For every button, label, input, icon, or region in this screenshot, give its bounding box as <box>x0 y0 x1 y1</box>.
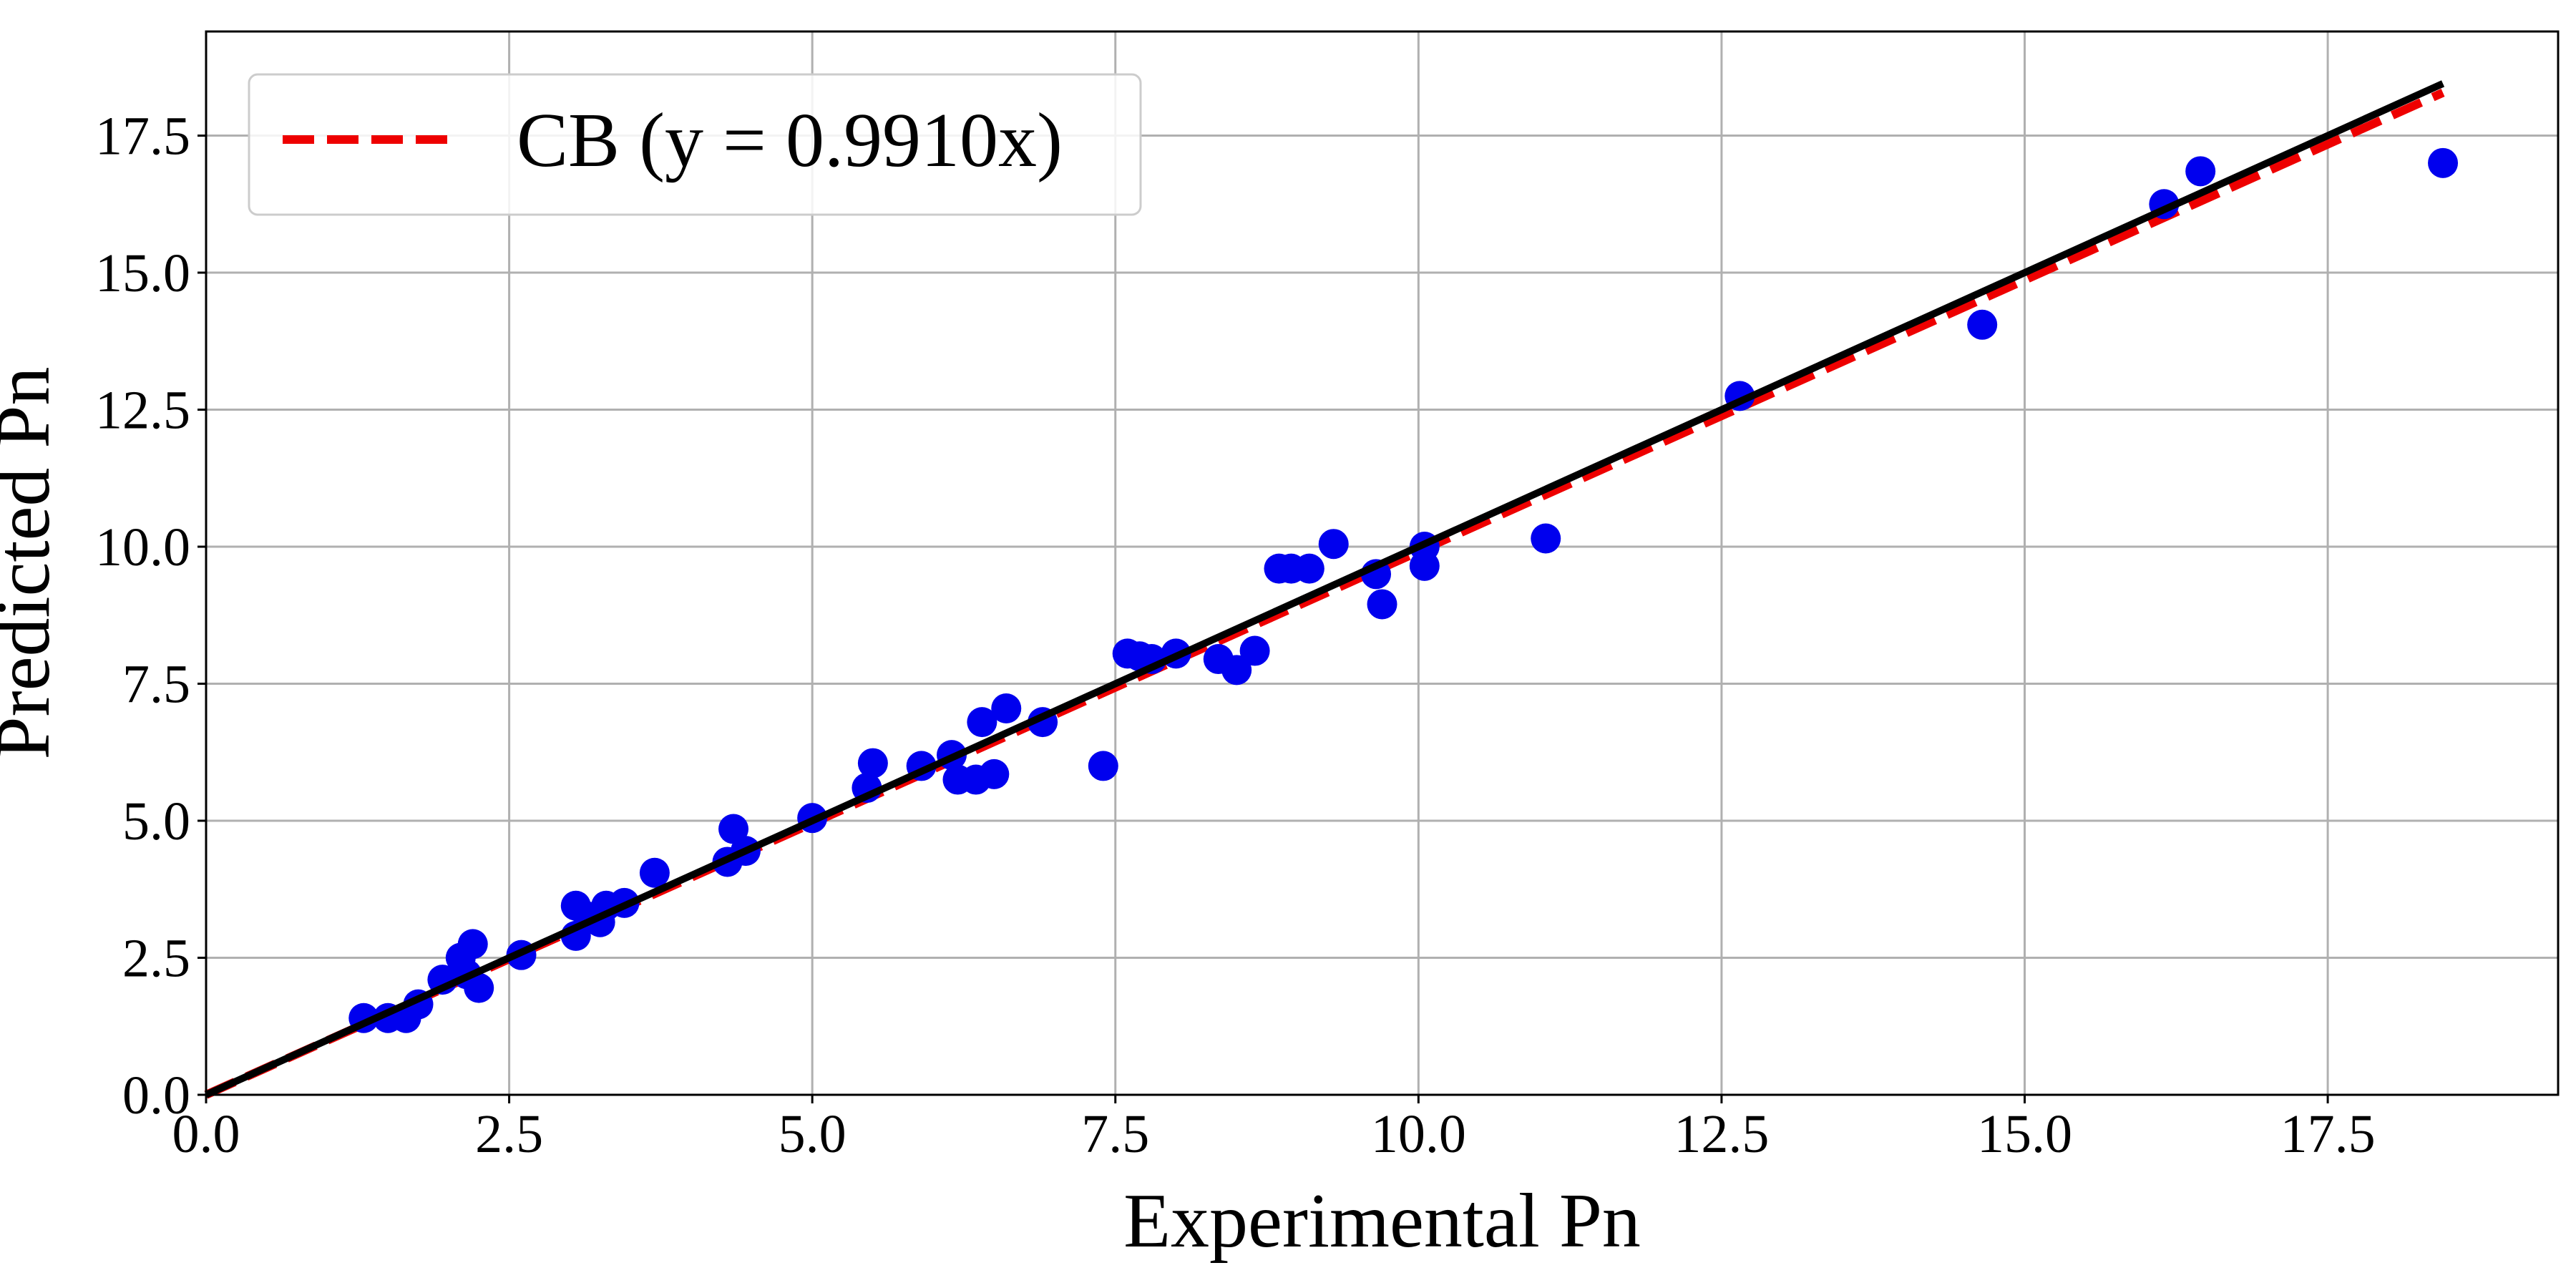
data-point-7 <box>457 929 488 960</box>
data-point-52 <box>2428 147 2459 178</box>
data-point-38 <box>1239 635 1270 666</box>
data-point-8 <box>464 972 494 1003</box>
data-point-41 <box>1294 553 1324 584</box>
legend-box <box>248 73 1142 216</box>
y-tick-label-0: 0.0 <box>122 1065 190 1126</box>
y-tick-label-1: 2.5 <box>122 929 190 989</box>
x-tick-label-7: 17.5 <box>2280 1104 2376 1164</box>
y-tick-label-4: 10.0 <box>95 517 190 577</box>
data-point-44 <box>1367 589 1397 620</box>
legend-entry-label: CB (y = 0.9910x) <box>517 98 1063 183</box>
x-tick-label-1: 2.5 <box>475 1104 543 1164</box>
data-point-29 <box>991 693 1022 723</box>
x-axis-ticks: 0.0 2.5 5.0 7.5 10.0 12.5 15.0 17.5 <box>172 1095 2376 1164</box>
data-point-47 <box>1531 523 1561 554</box>
y-axis-label: Predicted Pn <box>0 367 66 760</box>
data-point-51 <box>2185 156 2216 187</box>
data-points <box>348 147 2459 1033</box>
y-tick-label-5: 12.5 <box>95 381 190 441</box>
y-tick-label-2: 5.0 <box>122 791 190 852</box>
data-point-27 <box>967 707 997 738</box>
data-point-46 <box>1409 550 1440 581</box>
x-tick-label-5: 12.5 <box>1674 1104 1769 1164</box>
data-point-37 <box>1221 655 1252 686</box>
y-tick-label-7: 17.5 <box>95 107 190 167</box>
identity-line <box>204 80 2445 1098</box>
x-tick-label-2: 5.0 <box>779 1104 847 1164</box>
data-point-28 <box>979 758 1010 789</box>
x-axis-label: Experimental Pn <box>1123 1179 1641 1264</box>
x-tick-label-3: 7.5 <box>1081 1104 1149 1164</box>
data-point-18 <box>718 814 749 844</box>
data-point-42 <box>1318 529 1349 560</box>
x-tick-label-4: 10.0 <box>1371 1104 1466 1164</box>
data-point-49 <box>1967 309 1998 340</box>
y-axis-ticks: 0.0 2.5 5.0 7.5 10.0 12.5 15.0 17.5 <box>95 107 206 1126</box>
legend: CB (y = 0.9910x) <box>248 73 1142 216</box>
plot-frame <box>205 30 2560 1096</box>
x-tick-label-6: 15.0 <box>1977 1104 2072 1164</box>
data-point-16 <box>639 857 670 888</box>
y-tick-label-6: 15.0 <box>95 243 190 303</box>
grid <box>205 31 2558 1096</box>
reference-lines <box>204 80 2445 1098</box>
data-point-22 <box>857 748 888 779</box>
data-point-31 <box>1088 751 1118 781</box>
y-tick-label-3: 7.5 <box>122 655 190 715</box>
x-tick-label-0: 0.0 <box>172 1104 240 1164</box>
